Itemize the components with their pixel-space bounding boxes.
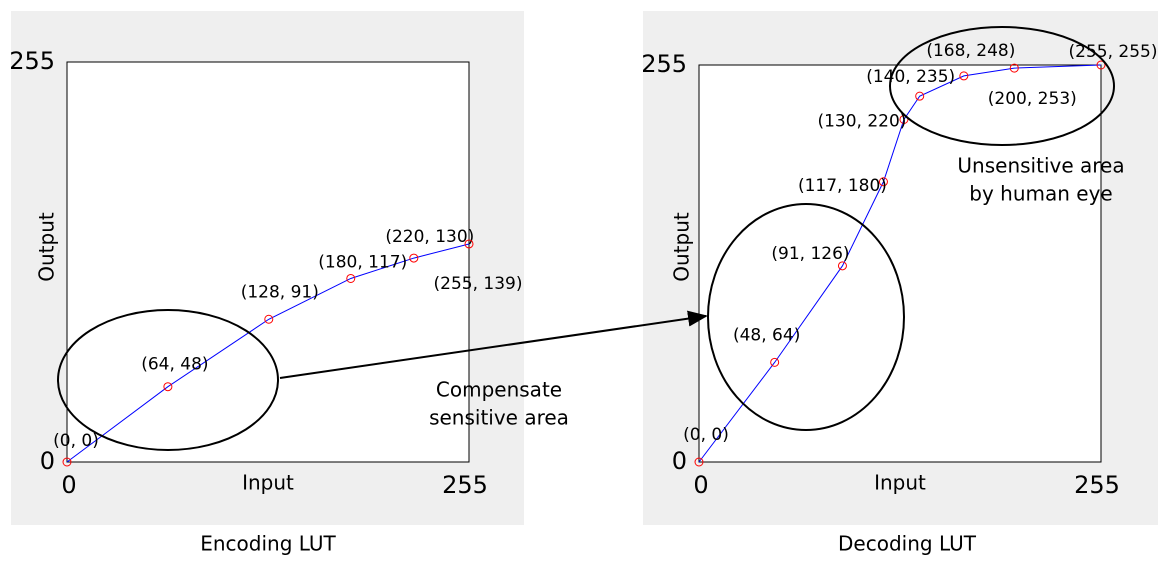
data-label: (0, 0) [53,431,99,451]
annotation: by human eye [969,182,1112,206]
arrow [279,310,708,379]
y-axis-label: Output [670,212,694,282]
y-tick-label: 0 [672,447,687,475]
marker [837,261,847,271]
y-tick-label: 255 [641,50,687,78]
marker [915,91,925,101]
marker [694,457,704,467]
marker [62,457,72,467]
marker [264,314,274,324]
x-axis-label: Input [242,471,294,495]
chart-title: Decoding LUT [838,532,977,556]
data-label: (128, 91) [241,282,319,302]
marker [770,357,780,367]
marker [1096,60,1106,70]
y-tick-label: 255 [9,47,55,75]
data-label: (140, 235) [866,67,955,87]
annotation: Unsensitive area [957,154,1124,178]
marker [409,253,419,263]
marker [878,177,888,187]
data-label: (255, 139) [434,274,523,294]
marker [1009,63,1019,73]
charts: 0 255 0 255 Input Output Encoding LUT Compensat… [9,41,1157,556]
x-tick-label: 255 [442,471,488,499]
x-tick-label: 0 [693,471,708,499]
line [66,243,470,463]
data-label: (220, 130) [385,227,474,247]
data-label: (130, 220) [817,111,906,131]
plot-area [66,61,470,463]
highlight-ellipse [57,309,279,451]
marker [464,239,474,249]
y-tick-label: 0 [40,447,55,475]
highlight-ellipse [707,203,905,431]
data-label: (200, 253) [988,89,1077,109]
data-label: (48, 64) [733,325,800,345]
marker [163,382,173,392]
x-tick-label: 0 [61,471,76,499]
data-label: (117, 180) [798,176,887,196]
x-tick-label: 255 [1074,471,1120,499]
x-axis-label: Input [874,471,926,495]
marker [959,71,969,81]
highlight-ellipse [889,26,1115,146]
data-label: (0, 0) [683,425,729,445]
data-label: (180, 117) [318,252,407,272]
marker [346,273,356,283]
line [698,64,1102,463]
chart-title: Encoding LUT [200,532,336,556]
annotation: Compensate [436,378,562,402]
data-label: (255, 255) [1069,42,1158,62]
annotation: sensitive area [429,406,569,430]
data-label: (91, 126) [771,244,849,264]
data-label: (64, 48) [141,355,208,375]
data-label: (168, 248) [926,41,1015,61]
y-axis-label: Output [35,212,59,282]
